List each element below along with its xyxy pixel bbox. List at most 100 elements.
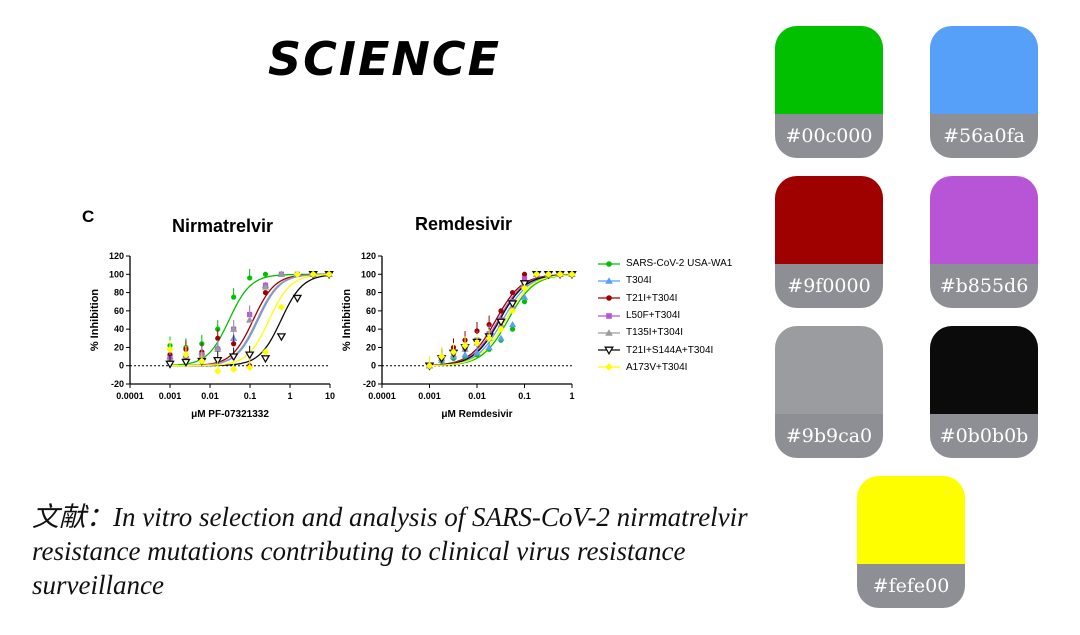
y-tick-label: 20	[114, 342, 124, 352]
legend-label: T21I+S144A+T304I	[626, 344, 714, 356]
y-axis-label: % Inhibition	[341, 289, 353, 352]
legend-item: T21I+T304I	[598, 290, 732, 307]
data-point	[486, 321, 492, 328]
data-point	[449, 348, 458, 356]
swatch-color	[775, 176, 883, 264]
legend-label: L50F+T304I	[626, 310, 681, 322]
x-axis-label: μM PF-07321332	[191, 409, 269, 420]
data-point	[508, 320, 517, 328]
y-tick-label: 80	[114, 288, 124, 298]
swatch-hex-label: #b855d6	[930, 264, 1038, 308]
color-swatch: #b855d6	[930, 176, 1038, 308]
data-point	[509, 289, 516, 296]
data-point	[293, 270, 301, 278]
data-point	[166, 345, 174, 353]
x-tick-label: 0.1	[518, 391, 531, 401]
legend-label: T135I+T304I	[626, 327, 683, 339]
legend-label: T304I	[626, 275, 652, 287]
legend-marker-icon	[598, 260, 620, 267]
data-point	[231, 294, 237, 300]
data-point	[230, 365, 238, 373]
data-point	[474, 328, 480, 334]
legend-marker-icon	[598, 312, 620, 319]
legend-marker	[605, 363, 613, 372]
data-point	[260, 355, 271, 364]
data-point	[461, 342, 469, 350]
y-tick-label: 120	[361, 251, 376, 261]
data-point	[507, 300, 518, 309]
data-point	[520, 293, 529, 300]
legend-marker-icon	[598, 363, 620, 372]
data-point	[215, 335, 221, 341]
legend-label: A173V+T304I	[626, 361, 688, 373]
data-point	[533, 270, 541, 278]
chart-nirmatrelvir: -20 0 20 40 60 80 100 120 0.0001 0.001 0.01 0.1 1 10 μ…	[89, 251, 335, 420]
data-point	[262, 289, 269, 296]
data-point	[276, 333, 287, 342]
data-point	[521, 299, 528, 305]
y-tick-label: 40	[114, 324, 124, 334]
swatch-color	[775, 26, 883, 114]
data-point	[556, 270, 564, 278]
data-point	[425, 362, 434, 370]
color-swatch: #56a0fa	[930, 26, 1038, 158]
legend-marker	[604, 346, 614, 356]
data-point	[461, 351, 469, 358]
data-point	[519, 280, 530, 289]
x-tick-label: 0.1	[244, 391, 257, 401]
x-tick-label: 0.001	[159, 391, 182, 401]
swatch-color	[930, 326, 1038, 414]
legend-marker	[606, 312, 612, 319]
data-point	[246, 363, 254, 372]
y-tick-label: 20	[366, 342, 376, 352]
data-point	[497, 334, 505, 341]
x-tick-label: 0.0001	[116, 391, 144, 401]
y-tick-label: 0	[119, 361, 124, 371]
chart-legend: SARS-CoV-2 USA-WA1 T304I T21I+T304I L50F+T3…	[598, 255, 732, 376]
legend-marker-icon	[598, 329, 620, 336]
color-swatch: #9b9ca0	[775, 326, 883, 458]
color-swatch: #00c000	[775, 26, 883, 158]
legend-label: SARS-CoV-2 USA-WA1	[626, 258, 733, 270]
data-point	[497, 325, 505, 333]
data-point	[568, 270, 576, 278]
color-swatch: #fefe00	[857, 476, 965, 608]
data-point	[244, 351, 255, 360]
y-tick-label: 40	[366, 324, 376, 334]
data-point	[521, 276, 528, 282]
x-tick-label: 10	[325, 391, 335, 401]
data-point	[485, 343, 493, 351]
swatch-color	[930, 26, 1038, 114]
swatch-color	[930, 176, 1038, 264]
swatch-hex-label: #fefe00	[857, 564, 965, 608]
x-axis-label: μM Remdesivir	[441, 409, 512, 420]
citation-text: 文献：In vitro selection and analysis of SA…	[32, 502, 748, 600]
data-point	[215, 326, 221, 332]
data-point	[309, 270, 317, 278]
legend-marker	[606, 260, 612, 267]
data-point	[520, 284, 529, 292]
y-tick-label: 60	[114, 306, 124, 316]
x-tick-label: 0.001	[418, 391, 441, 401]
data-point	[544, 270, 553, 278]
swatch-hex-label: #9f0000	[775, 264, 883, 308]
data-point	[521, 271, 528, 277]
y-tick-label: -20	[363, 379, 376, 389]
legend-marker	[606, 295, 612, 302]
fit-curve	[169, 273, 330, 366]
data-point	[473, 349, 481, 356]
data-point	[325, 270, 333, 278]
data-point	[508, 307, 517, 315]
data-point	[165, 360, 175, 369]
data-point	[212, 356, 223, 366]
data-point	[231, 341, 237, 347]
y-tick-label: 100	[109, 269, 124, 279]
legend-marker-icon	[598, 277, 620, 284]
y-axis-label: % Inhibition	[89, 289, 101, 352]
data-point	[277, 303, 286, 311]
chart-title-nirmatrelvir: Nirmatrelvir	[172, 216, 274, 236]
legend-item: A173V+T304I	[598, 359, 732, 376]
data-point	[473, 339, 481, 347]
x-tick-label: 0.0001	[368, 391, 396, 401]
